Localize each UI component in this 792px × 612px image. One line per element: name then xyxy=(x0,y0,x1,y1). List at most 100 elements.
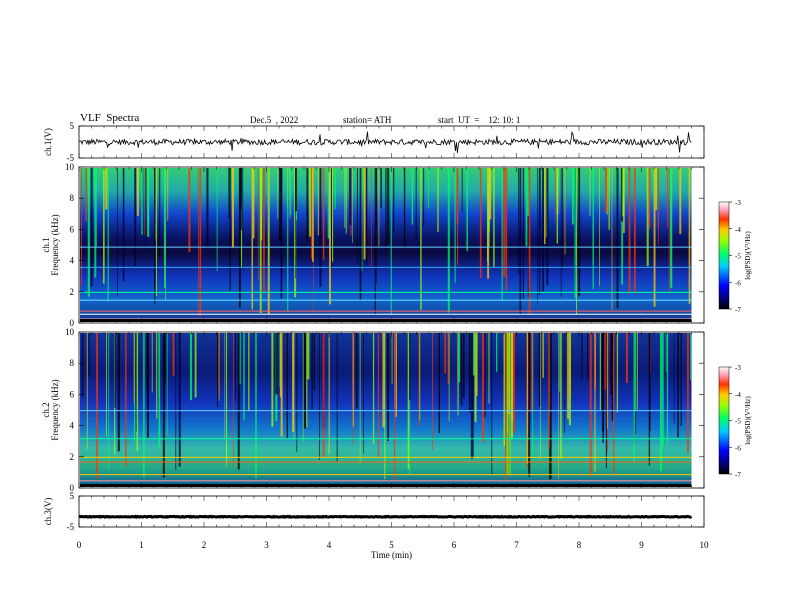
burst-streak xyxy=(677,333,679,438)
burst-streak xyxy=(438,333,440,434)
burst-streak xyxy=(616,168,619,308)
burst-streak xyxy=(134,168,137,267)
burst-streak xyxy=(488,333,490,404)
x-tick-label: 4 xyxy=(327,540,332,550)
colorbar-ch2 xyxy=(718,366,730,475)
burst-streak xyxy=(175,333,177,471)
burst-streak xyxy=(159,168,161,256)
burst-streak xyxy=(199,168,202,316)
burst-streak xyxy=(189,333,193,401)
burst-streak xyxy=(648,333,651,466)
burst-streak xyxy=(349,168,352,226)
burst-streak xyxy=(567,333,569,419)
burst-streak xyxy=(633,333,635,462)
burst-streak xyxy=(538,333,541,407)
burst-streak xyxy=(611,168,613,311)
colorbar-tick-label: -6 xyxy=(735,444,741,452)
x-tick-label: 7 xyxy=(514,540,519,550)
burst-streak xyxy=(116,168,118,297)
burst-streak xyxy=(372,333,375,444)
burst-streak xyxy=(278,168,282,241)
burst-streak xyxy=(105,333,107,437)
burst-streak xyxy=(602,333,604,443)
burst-streak xyxy=(604,333,606,390)
burst-streak xyxy=(665,333,667,373)
y-tick-label: 5 xyxy=(70,491,75,501)
burst-streak xyxy=(370,168,372,267)
burst-streak xyxy=(252,168,255,239)
burst-streak xyxy=(518,168,520,274)
burst-streak xyxy=(460,333,463,406)
burst-streak xyxy=(86,333,88,450)
x-tick-label: 3 xyxy=(264,540,269,550)
burst-streak xyxy=(136,333,139,451)
burst-streak xyxy=(670,168,673,289)
burst-streak xyxy=(263,168,265,294)
burst-streak xyxy=(601,333,603,410)
freq-band-line xyxy=(80,310,692,312)
burst-streak xyxy=(511,333,513,420)
burst-streak xyxy=(447,168,450,313)
burst-streak xyxy=(359,168,362,300)
burst-streak xyxy=(526,333,528,464)
burst-streak xyxy=(519,168,522,314)
burst-streak xyxy=(87,168,90,297)
x-tick-label: 9 xyxy=(639,540,644,550)
burst-streak xyxy=(512,333,515,433)
burst-streak xyxy=(546,168,549,286)
burst-streak xyxy=(122,168,125,282)
burst-streak xyxy=(503,333,506,447)
burst-streak xyxy=(558,333,559,479)
burst-streak xyxy=(666,333,669,446)
colorbar-tick-label: -5 xyxy=(735,253,741,261)
burst-streak xyxy=(456,168,459,224)
x-tick-label: 5 xyxy=(389,540,394,550)
burst-streak xyxy=(420,168,422,310)
burst-streak xyxy=(82,333,84,397)
burst-streak xyxy=(136,168,139,216)
burst-streak xyxy=(334,168,336,210)
y-tick-label: 6 xyxy=(70,389,75,399)
y-axis-label: Frequency (kHz) xyxy=(50,379,60,440)
y-axis-label-channel: ch.1 xyxy=(41,237,51,252)
burst-streak xyxy=(586,333,589,381)
burst-streak xyxy=(461,168,463,212)
burst-streak xyxy=(612,333,615,475)
panel-frame-4 xyxy=(78,495,705,528)
burst-streak xyxy=(574,168,576,299)
colorbar-ch1 xyxy=(718,201,730,310)
burst-streak xyxy=(241,168,244,268)
burst-streak xyxy=(688,168,691,304)
burst-streak xyxy=(505,168,508,291)
burst-streak xyxy=(319,168,322,287)
y-tick-label: 4 xyxy=(70,256,75,266)
burst-streak xyxy=(103,168,105,284)
burst-streak xyxy=(589,168,591,216)
burst-streak xyxy=(690,333,692,381)
burst-streak xyxy=(668,168,670,294)
burst-streak xyxy=(622,168,625,217)
burst-streak xyxy=(361,168,363,272)
burst-streak xyxy=(382,333,385,428)
colorbar-tick-label: -6 xyxy=(735,279,741,287)
burst-streak xyxy=(331,168,334,262)
burst-streak xyxy=(559,333,560,392)
burst-streak xyxy=(473,333,475,376)
y-axis-label-channel: ch.2 xyxy=(41,402,51,417)
burst-streak xyxy=(556,168,559,244)
burst-streak xyxy=(377,333,380,458)
burst-streak xyxy=(359,333,361,463)
burst-streak xyxy=(548,333,551,450)
burst-streak xyxy=(528,168,531,314)
burst-streak xyxy=(277,168,279,219)
y-tick-label: 4 xyxy=(70,421,75,431)
burst-streak xyxy=(317,168,319,236)
burst-streak xyxy=(427,168,429,209)
freq-band-line xyxy=(80,299,692,301)
y-tick-label: 2 xyxy=(70,452,75,462)
burst-streak xyxy=(289,168,291,219)
burst-streak xyxy=(407,333,410,470)
start-ut-label: start UT = 12: 10: 1 xyxy=(438,115,521,125)
colorbar-tick-label: -5 xyxy=(735,418,741,426)
